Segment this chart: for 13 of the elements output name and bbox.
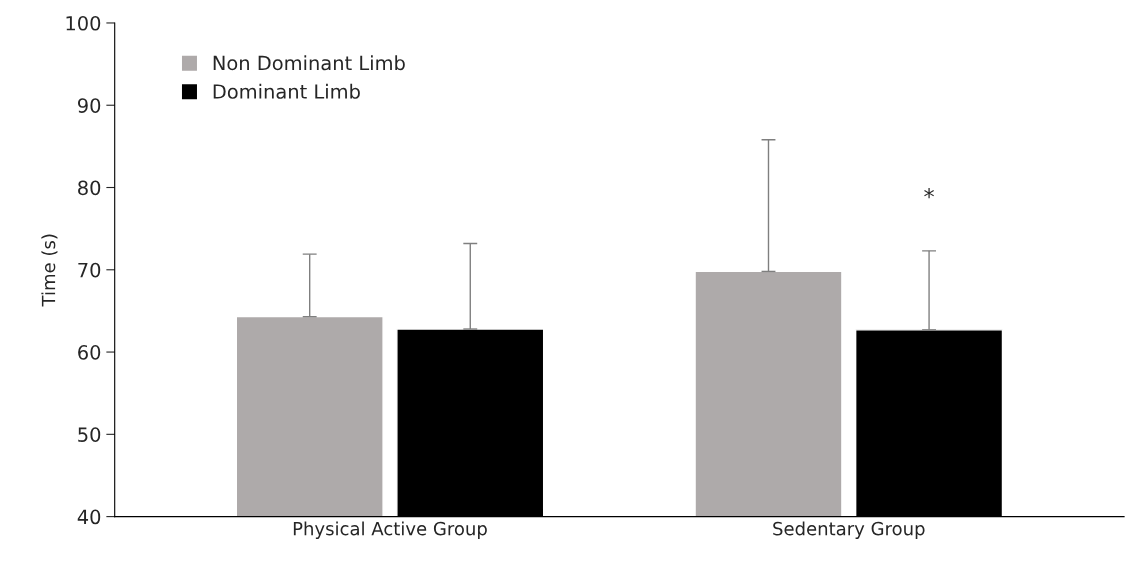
y-axis-title: Time (s) bbox=[41, 234, 58, 307]
legend-label: Dominant Limb bbox=[213, 83, 360, 99]
y-tick-label: 100 bbox=[66, 15, 101, 31]
y-tick-label: 60 bbox=[78, 345, 101, 360]
y-tick-label: 40 bbox=[77, 509, 101, 525]
x-tick-label: Physical Active Group bbox=[293, 521, 487, 539]
y-tick-label: 50 bbox=[78, 427, 101, 442]
legend-label: Non Dominant Limb bbox=[213, 55, 405, 71]
y-tick-label: 80 bbox=[78, 180, 101, 196]
annotation: * bbox=[924, 188, 934, 199]
y-tick-label: 90 bbox=[77, 98, 101, 113]
x-tick-label: Sedentary Group bbox=[773, 521, 925, 539]
y-tick-label: 70 bbox=[78, 262, 101, 278]
